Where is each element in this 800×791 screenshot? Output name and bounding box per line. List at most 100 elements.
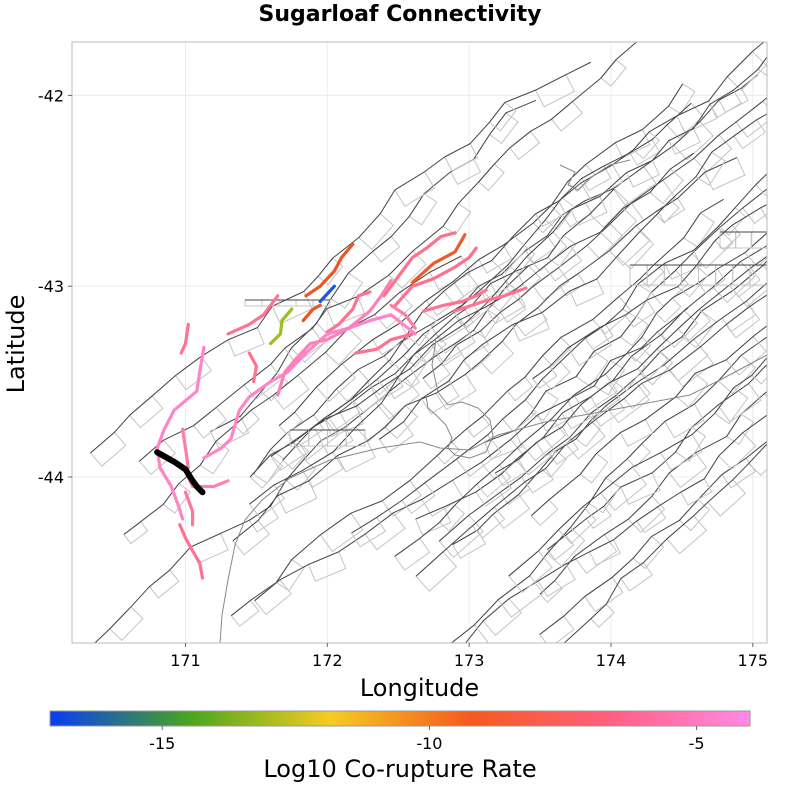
coupled-fault-pink-6 [354,332,414,355]
fault-trace [270,56,767,457]
fault-section-outline [766,336,767,338]
coastline-north [559,159,631,191]
fault-section-outline [757,56,767,77]
coupled-fault-orange-1 [304,242,355,298]
fault-trace [422,96,767,379]
coupled-fault-pink-2 [393,246,478,307]
fault-section-outline [796,122,800,162]
colorbar-label: Log10 Co-rupture Rate [263,755,537,783]
chart-title: Sugarloaf Connectivity [258,2,542,27]
coupled-fault-magenta-1 [202,313,417,460]
fault-trace [249,152,694,505]
fault-trace [450,336,767,643]
fault-section-outline [775,295,800,336]
y-tick-label: -44 [38,468,64,487]
x-tick-label: 171 [170,651,201,670]
fault-trace [452,282,767,546]
fault-section-outline [781,12,800,39]
coupled-fault-magenta-5 [181,427,190,470]
x-axis-ticks: 171 172 173 174 175 [170,643,768,670]
corupture-faults [154,231,528,580]
fault-trace [415,244,767,520]
x-axis-label: Longitude [359,674,480,702]
y-axis-ticks: -42 -43 -44 [38,86,72,487]
fault-section-outline [754,173,767,198]
fault-section-outline [772,388,800,427]
x-tick-label: 173 [454,651,485,670]
fault-trace [94,265,529,643]
fault-trace [532,204,767,380]
y-tick-label: -42 [38,86,64,105]
colorbar-tick-label: -10 [416,734,442,753]
coupled-fault-pink-3 [422,288,488,313]
fault-section-outline [785,63,800,93]
fault-trace [379,113,767,440]
fault-section-outline [766,244,767,247]
fault-trace [539,390,767,595]
fault-basemap [60,12,800,686]
colorbar-tick-label: -5 [689,734,705,753]
fault-trace [464,414,767,643]
fault-section-outline [768,262,800,295]
coupled-fault-pink-7 [226,294,280,336]
fault-trace [139,42,638,462]
fault-trace [351,173,767,534]
coupled-fault-magenta-7 [183,490,195,527]
coupled-fault-pink-4 [453,286,528,313]
fault-trace [232,157,738,542]
coupled-fault-orange-2 [301,303,322,323]
banks-peninsula [425,339,494,459]
fault-section-outline [405,662,430,685]
fault-trace [254,307,689,602]
plot-panel [72,42,767,643]
fault-section-outline [764,364,767,369]
fault-trace [282,188,615,461]
fault-section-outline [771,418,800,452]
fault-section-outline [534,644,576,685]
fault-trace [539,440,767,635]
x-tick-label: 175 [738,651,769,670]
coupled-fault-pink-9 [179,322,190,355]
plot-frame [71,41,768,644]
colorbar-tick-label: -15 [149,734,175,753]
coupled-fault-green [269,307,294,346]
y-tick-label: -43 [38,277,64,296]
fault-section-outline [796,395,800,429]
colorbar [49,710,751,727]
coupled-fault-blue [318,284,336,304]
fault-section-outline [779,271,800,303]
fault-section-outline [782,230,800,262]
fault-section-outline [781,225,800,253]
coastline-east [219,354,767,643]
coupled-fault-pink-1 [382,231,457,298]
coupled-fault-magenta-3 [155,345,206,521]
fault-section-outline [60,654,94,686]
fault-trace [253,74,758,475]
coastline [219,159,767,643]
fault-section-outline [763,390,767,398]
fault-trace [531,325,767,517]
fault-section-outline [793,320,800,357]
fault-trace [415,294,767,577]
fault-trace [230,198,724,617]
coupled-fault-pink-8 [247,351,258,384]
x-tick-label: 174 [596,651,627,670]
fault-trace [278,83,684,426]
fault-trace [508,357,767,577]
colorbar-ticks: -15 -10 -5 [149,726,705,753]
fault-section-outline [785,86,800,115]
coupled-fault-magenta-2 [276,278,393,397]
x-tick-label: 172 [312,651,343,670]
fault-trace [394,232,767,557]
fault-trace [484,188,767,443]
sugarloaf-fault [154,449,206,496]
coupled-fault-pink-5 [325,290,372,334]
coupled-fault-pink-10 [178,523,205,580]
fault-trace [90,61,591,454]
fault-trace [495,255,767,474]
fault-trace [327,42,765,417]
fault-trace [563,443,767,643]
fault-trace [123,255,462,535]
coupled-fault-orange-3 [410,233,467,284]
